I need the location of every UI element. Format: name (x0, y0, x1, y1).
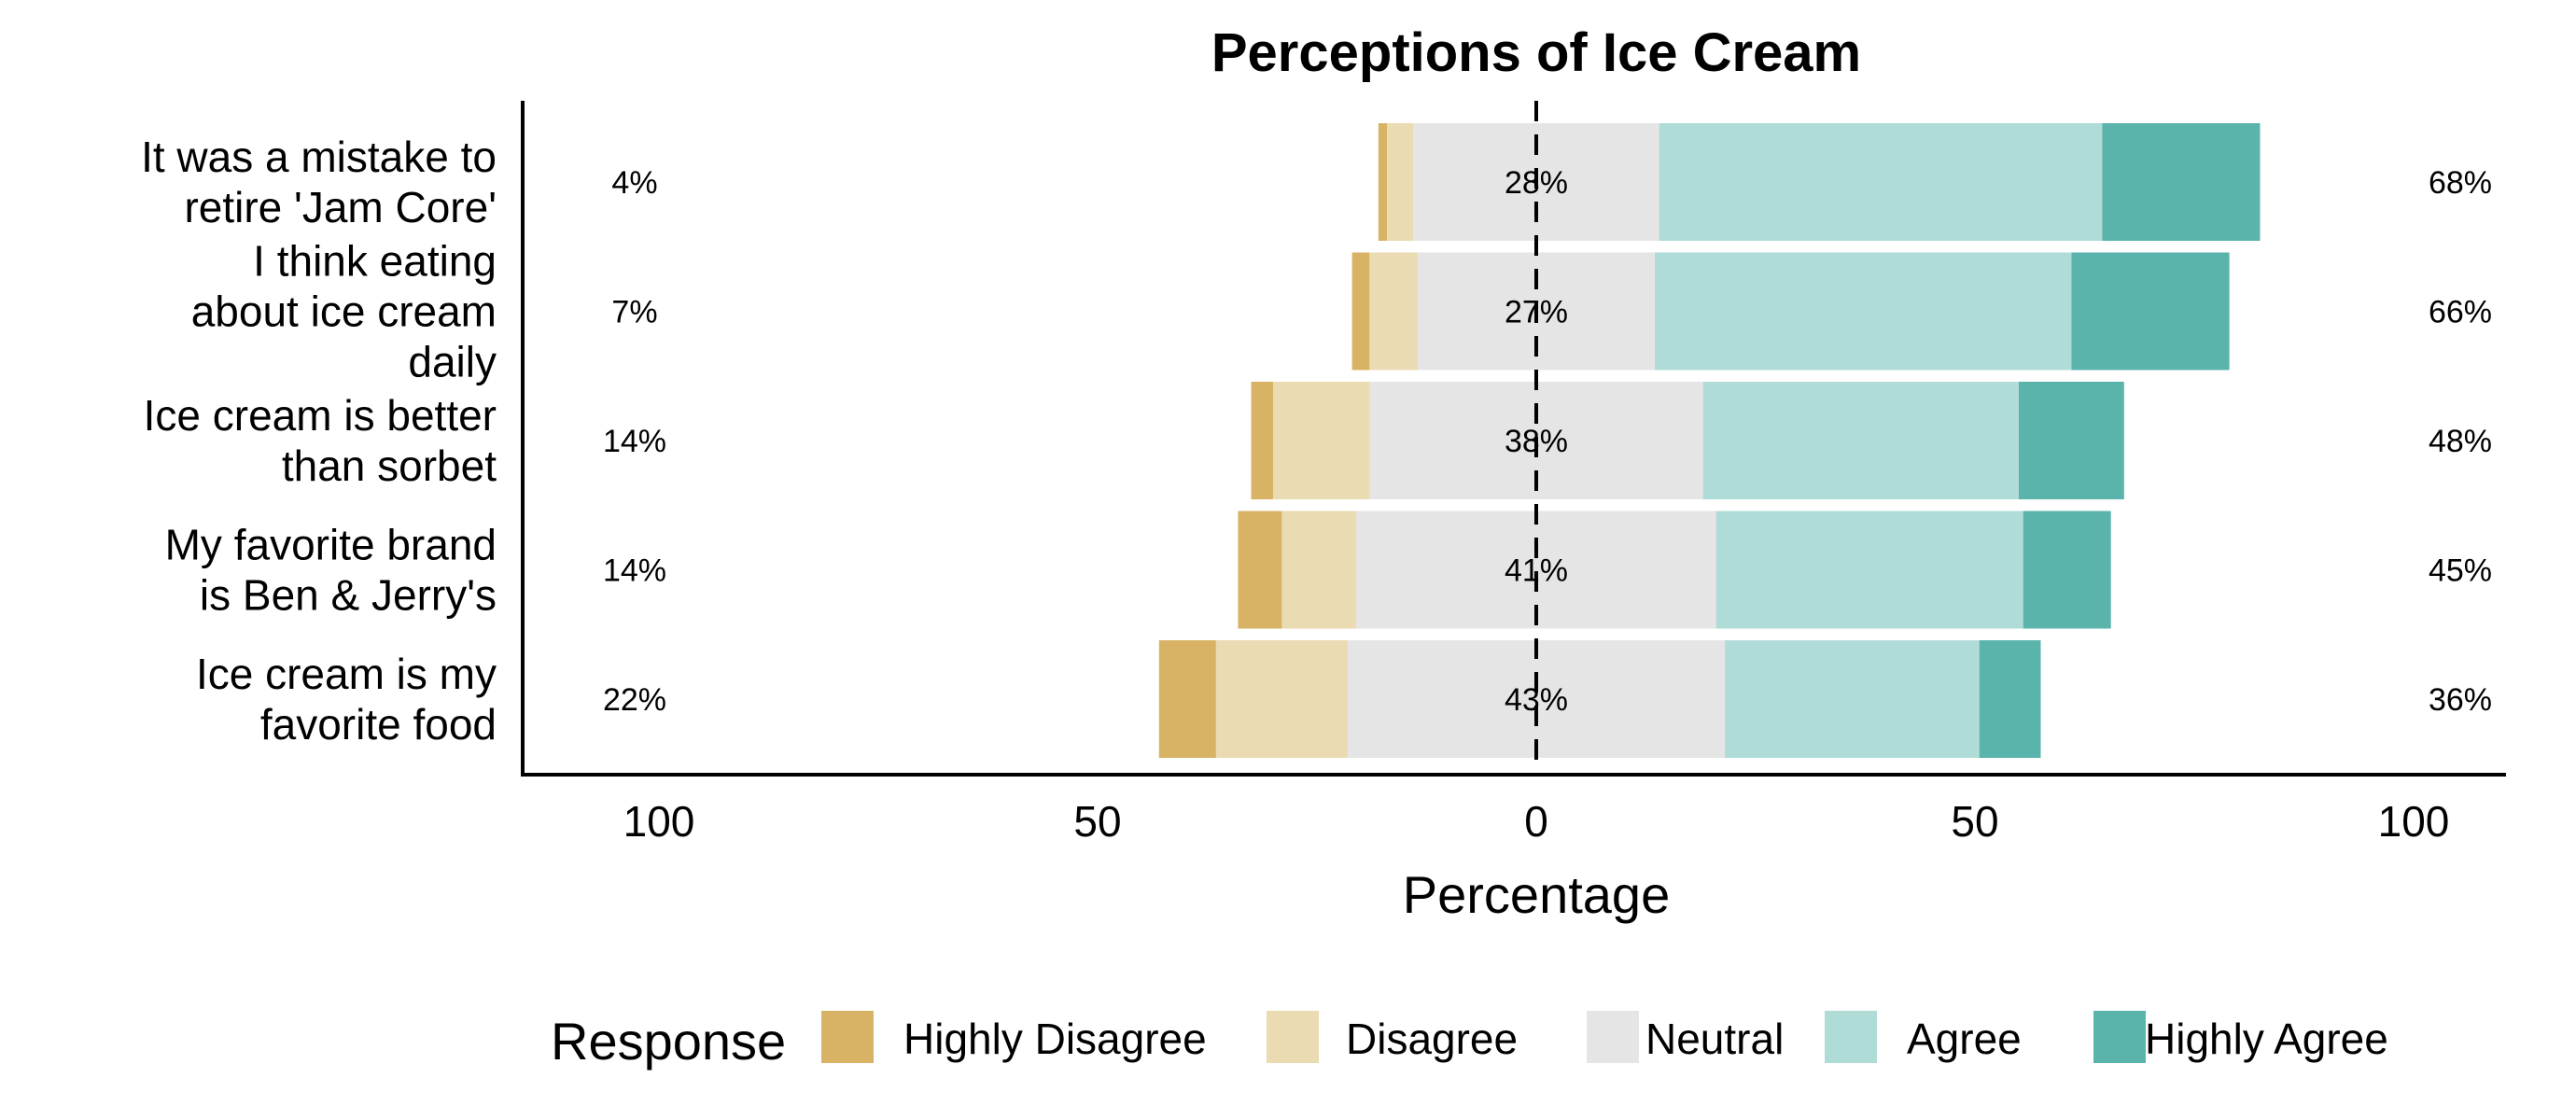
bar-segment-agree (1715, 511, 2023, 629)
y-category-label: Ice cream is better (144, 391, 497, 440)
bar-segment-highly-agree (2023, 511, 2111, 629)
bar-segment-highly-disagree (1351, 252, 1370, 371)
bar-segment-agree (1725, 640, 1980, 758)
y-category-label: favorite food (260, 700, 497, 749)
y-category-label: Ice cream is my (196, 650, 497, 698)
legend-label: Neutral (1645, 1015, 1784, 1063)
legend-label: Agree (1907, 1015, 2022, 1063)
legend-title: Response (551, 1012, 786, 1071)
x-tick-label: 50 (1073, 797, 1121, 846)
legend-key-disagree (1267, 1011, 1319, 1063)
percent-label-agree: 36% (2429, 682, 2492, 718)
bar-segment-highly-disagree (1158, 640, 1216, 758)
bar-segment-agree (1659, 123, 2103, 241)
bar-segment-highly-disagree (1251, 382, 1273, 499)
percent-label-disagree: 22% (603, 682, 666, 718)
percent-label-agree: 45% (2429, 553, 2492, 589)
bar-segment-agree (1702, 382, 2019, 499)
bar-segment-highly-agree (2071, 252, 2230, 371)
bar-segment-disagree (1215, 640, 1348, 758)
legend-key-highly-agree (2093, 1011, 2146, 1063)
percent-label-disagree: 14% (603, 424, 666, 459)
bar-segment-highly-agree (2019, 382, 2124, 499)
y-category-label: is Ben & Jerry's (200, 571, 497, 620)
y-category-label: daily (408, 338, 497, 386)
legend-key-highly-disagree (821, 1011, 874, 1063)
x-tick-label: 100 (623, 797, 695, 846)
bar-segment-disagree (1369, 252, 1419, 371)
y-category-label: It was a mistake to (141, 133, 497, 181)
legend-label: Disagree (1346, 1015, 1518, 1063)
x-axis-ticks: 100 50 0 50 100 (623, 797, 2450, 846)
bar-segment-agree (1654, 252, 2072, 371)
x-tick-label: 50 (1951, 797, 1998, 846)
legend-key-agree (1825, 1011, 1877, 1063)
percent-label-agree: 66% (2429, 295, 2492, 330)
bar-segment-neutral (1347, 640, 1726, 758)
percent-label-agree: 68% (2429, 165, 2492, 201)
bar-segment-disagree (1387, 123, 1414, 241)
x-tick-label: 100 (2378, 797, 2450, 846)
percent-label-agree: 48% (2429, 424, 2492, 459)
bar-segment-disagree (1273, 382, 1370, 499)
x-tick-label: 0 (1524, 797, 1548, 846)
legend: Response Highly Disagree Disagree Neutral A… (551, 1011, 2388, 1071)
percent-label-disagree: 4% (611, 165, 657, 201)
percent-label-disagree: 14% (603, 553, 666, 589)
bar-segment-highly-agree (2102, 123, 2261, 241)
legend-label: Highly Disagree (903, 1015, 1207, 1063)
y-category-label: My favorite brand (165, 521, 497, 569)
y-category-label: about ice cream (191, 287, 497, 336)
legend-label: Highly Agree (2145, 1015, 2388, 1063)
y-category-label: retire 'Jam Core' (184, 183, 497, 231)
bar-segment-highly-disagree (1238, 511, 1282, 629)
y-category-label: than sorbet (282, 441, 497, 490)
bar-segment-disagree (1281, 511, 1357, 629)
bar-segment-highly-disagree (1378, 123, 1388, 241)
legend-key-neutral (1587, 1011, 1639, 1063)
bar-segment-highly-agree (1979, 640, 2041, 758)
percent-label-disagree: 7% (611, 295, 657, 330)
x-axis-title: Percentage (1403, 865, 1670, 924)
chart-title: Perceptions of Ice Cream (1211, 22, 1861, 83)
y-category-label: I think eating (253, 237, 497, 286)
